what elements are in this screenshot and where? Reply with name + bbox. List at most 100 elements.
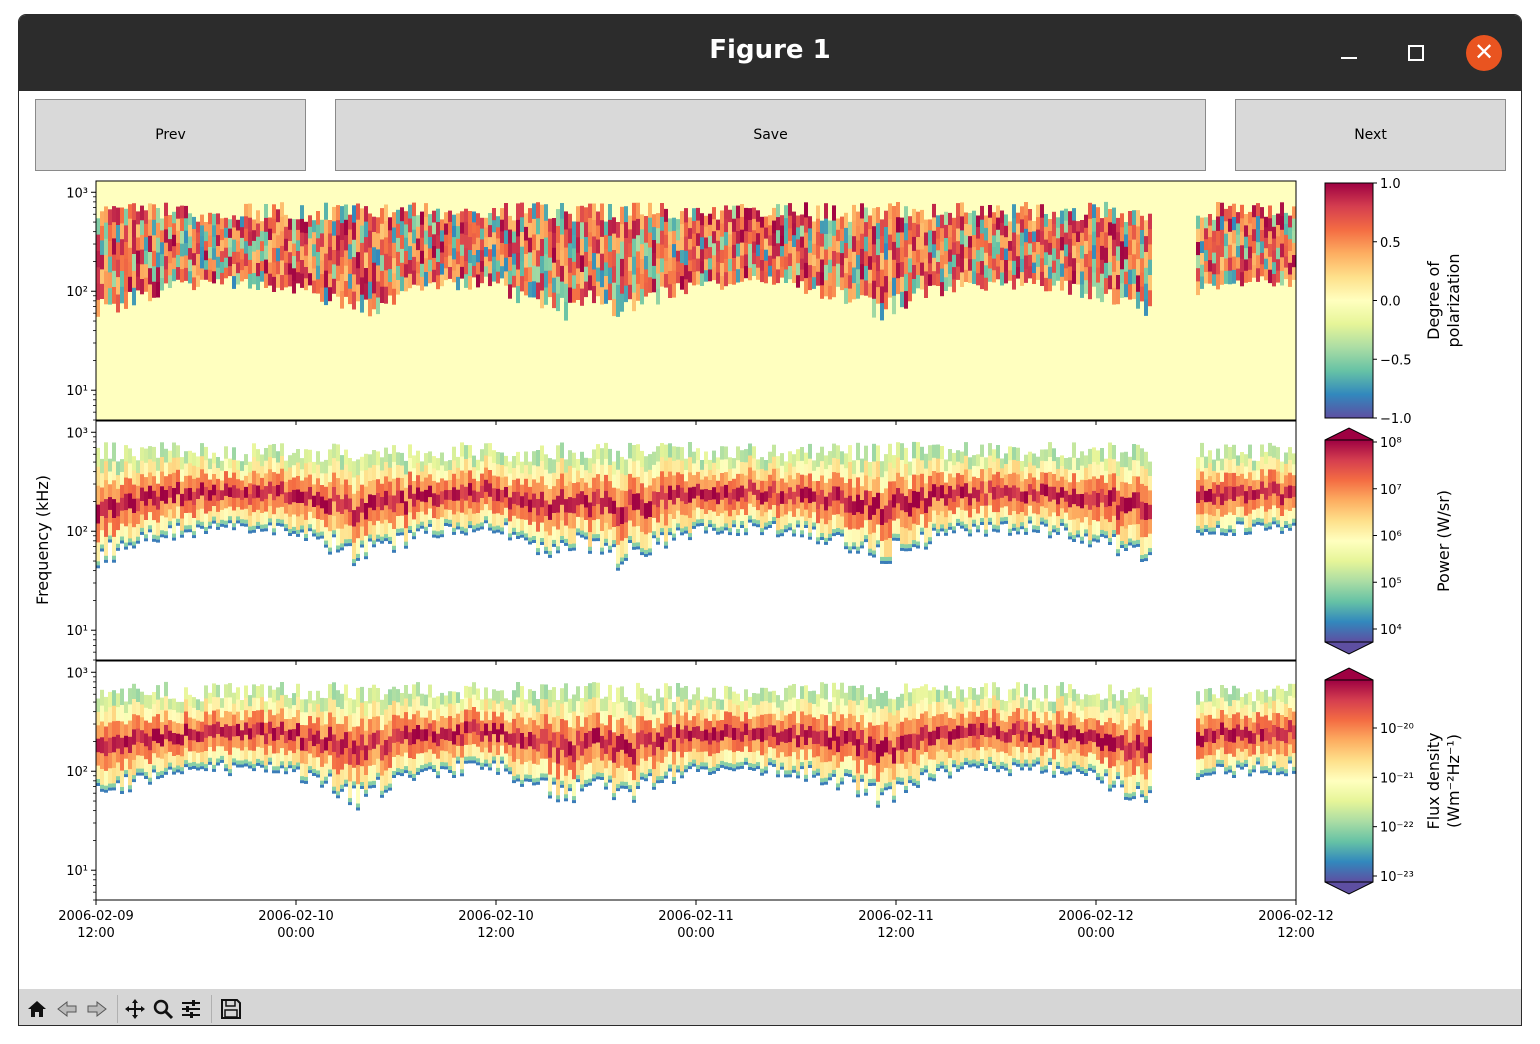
spectrogram-cell <box>960 526 964 529</box>
spectrogram-cell <box>1256 518 1260 522</box>
spectrogram-cell <box>536 483 540 500</box>
spectrogram-cell <box>924 233 928 247</box>
spectrogram-cell <box>268 762 272 765</box>
spectrogram-cell <box>124 242 128 259</box>
spectrogram-cell <box>180 519 184 532</box>
spectrogram-cell <box>420 277 424 291</box>
spectrogram-cell <box>472 732 476 745</box>
spectrogram-cell <box>948 461 952 474</box>
spectrogram-cell <box>588 247 592 262</box>
spectrogram-cell <box>728 271 732 284</box>
spectrogram-cell <box>316 731 320 745</box>
spectrogram-cell <box>872 551 876 555</box>
spectrogram-cell <box>212 769 216 772</box>
spectrogram-cell <box>740 450 744 462</box>
spectrogram-cell <box>880 541 884 558</box>
spectrogram-cell <box>684 493 688 505</box>
spectrogram-cell <box>668 514 672 529</box>
spectrogram-cell <box>844 453 848 468</box>
spectrogram-cell <box>572 468 576 484</box>
spectrogram-cell <box>172 733 176 745</box>
spectrogram-cell <box>272 728 276 741</box>
spectrogram-cell <box>168 731 172 742</box>
spectrogram-cell <box>408 444 412 458</box>
spectrogram-cell <box>388 736 392 752</box>
spectrogram-cell <box>1216 274 1220 289</box>
spectrogram-cell <box>728 516 732 528</box>
spectrogram-cell <box>1004 506 1008 517</box>
spectrogram-cell <box>132 684 136 700</box>
spectrogram-cell <box>372 263 376 279</box>
spectrogram-cell <box>636 477 640 494</box>
spectrogram-cell <box>184 243 188 256</box>
spectrogram-cell <box>548 520 552 536</box>
spectrogram-cell <box>660 272 664 286</box>
spectrogram-cell <box>388 230 392 244</box>
spectrogram-cell <box>484 516 488 520</box>
spectrogram-cell <box>776 530 780 534</box>
spectrogram-cell <box>468 250 472 264</box>
spectrogram-cell <box>160 698 164 711</box>
spectrogram-cell <box>388 784 392 788</box>
spectrogram-cell <box>1120 269 1124 284</box>
spectrogram-cell <box>924 528 928 543</box>
spectrogram-cell <box>612 475 616 489</box>
spectrogram-cell <box>428 520 432 524</box>
spectrogram-cell <box>636 268 640 285</box>
spectrogram-cell <box>408 771 412 775</box>
spectrogram-cell <box>608 550 612 553</box>
spectrogram-cell <box>932 484 936 498</box>
spectrogram-cell <box>1032 221 1036 232</box>
spectrogram-cell <box>184 268 188 281</box>
spectrogram-cell <box>332 221 336 236</box>
spectrogram-cell <box>156 510 160 524</box>
spectrogram-cell <box>888 482 892 501</box>
spectrogram-cell <box>888 557 892 561</box>
spectrogram-cell <box>296 251 300 262</box>
spectrogram-cell <box>1228 258 1232 272</box>
spectrogram-cell <box>520 276 524 291</box>
spectrogram-cell <box>348 499 352 513</box>
spectrogram-cell <box>864 251 868 266</box>
spectrogram-cell <box>788 499 792 512</box>
spectrogram-cell <box>1052 224 1056 237</box>
spectrogram-cell <box>660 231 664 245</box>
spectrogram-cell <box>124 461 128 478</box>
spectrogram-cell <box>732 206 736 220</box>
spectrogram-cell <box>116 461 120 475</box>
spectrogram-cell <box>168 525 172 528</box>
spectrogram-cell <box>488 699 492 710</box>
spectrogram-cell <box>448 211 452 223</box>
spectrogram-cell <box>596 282 600 297</box>
spectrogram-cell <box>944 471 948 483</box>
spectrogram-cell <box>752 495 756 508</box>
spectrogram-cell <box>700 237 704 250</box>
spectrogram-cell <box>364 552 368 556</box>
spectrogram-cell <box>288 533 292 536</box>
spectrogram-cell <box>1028 473 1032 484</box>
spectrogram-cell <box>136 511 140 524</box>
spectrogram-cell <box>168 498 172 510</box>
spectrogram-cell <box>136 211 140 225</box>
spectrogram-cell <box>468 525 472 528</box>
spectrogram-cell <box>268 469 272 482</box>
spectrogram-cell <box>728 259 732 272</box>
spectrogram-cell <box>172 518 176 534</box>
spectrogram-cell <box>412 536 416 539</box>
spectrogram-cell <box>360 513 364 528</box>
spectrogram-cell <box>904 528 908 545</box>
spectrogram-cell <box>1092 232 1096 246</box>
spectrogram-cell <box>1088 479 1092 495</box>
spectrogram-cell <box>500 735 504 747</box>
spectrogram-cell <box>864 208 868 223</box>
spectrogram-cell <box>924 246 928 260</box>
spectrogram-cell <box>980 469 984 482</box>
spectrogram-cell <box>484 520 488 523</box>
spectrogram-cell <box>220 727 224 737</box>
spectrogram-cell <box>788 511 792 524</box>
spectrogram-cell <box>668 443 672 458</box>
spectrogram-cell <box>504 709 508 721</box>
spectrogram-cell <box>440 517 444 531</box>
spectrogram-cell <box>1256 499 1260 509</box>
spectrogram-cell <box>540 759 544 775</box>
